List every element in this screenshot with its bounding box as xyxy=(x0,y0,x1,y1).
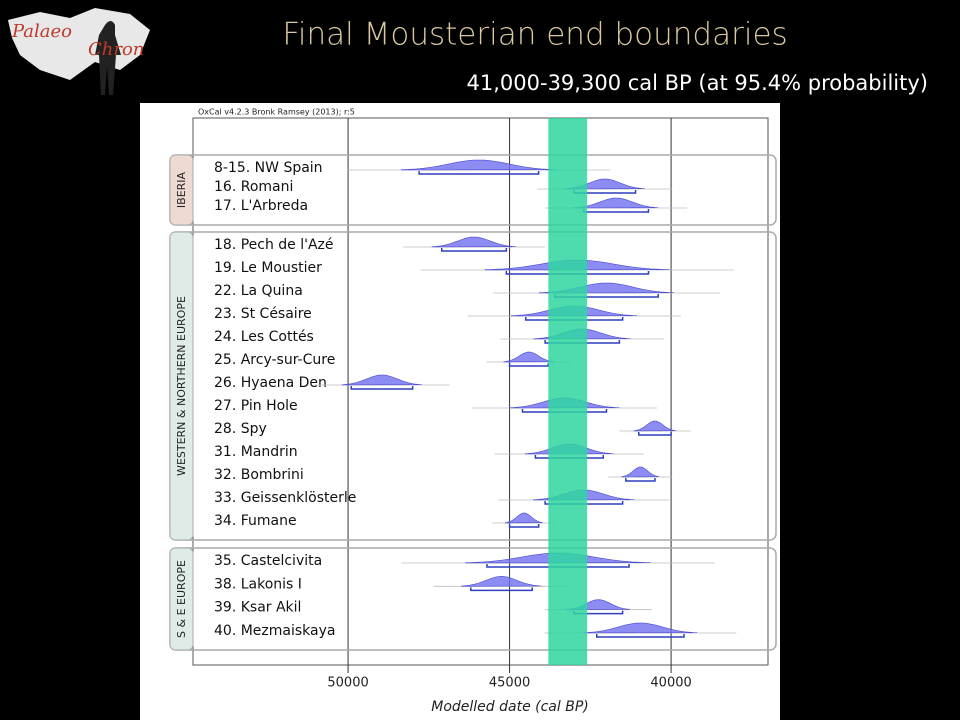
range-bracket xyxy=(638,432,672,436)
category-label: 25. Arcy-sur-Cure xyxy=(214,352,335,368)
group-label-box xyxy=(169,154,194,226)
category-label: 27. Pin Hole xyxy=(214,398,298,414)
group-label: IBERIA xyxy=(175,171,188,208)
logo: Palaeo Chron xyxy=(8,8,150,95)
distribution xyxy=(431,236,517,248)
group-label: WESTERN & NORTHERN EUROPE xyxy=(175,296,188,476)
category-label: 35. Castelcivita xyxy=(214,553,322,569)
distribution xyxy=(583,622,698,634)
range-bracket xyxy=(350,386,414,390)
category-label: 23. St Césaire xyxy=(214,306,312,322)
category-label: 34. Fumane xyxy=(214,513,297,529)
range-bracket xyxy=(625,478,656,482)
group-label-box xyxy=(169,231,194,541)
category-label: 38. Lakonis I xyxy=(214,576,302,592)
logo-text: Chron xyxy=(88,39,144,60)
slide-subtitle: 41,000-39,300 cal BP (at 95.4% probabili… xyxy=(467,71,928,95)
chart-note: OxCal v4.2.3 Bronk Ramsey (2013); r:5 xyxy=(198,108,355,117)
category-label: 28. Spy xyxy=(214,421,267,437)
category-label: 16. Romani xyxy=(214,179,293,195)
highlight-band xyxy=(548,118,588,665)
category-label: 24. Les Cottés xyxy=(214,329,314,345)
category-label: 18. Pech de l'Azé xyxy=(214,237,334,253)
category-label: 33. Geissenklösterle xyxy=(214,490,356,506)
slide-title: Final Mousterian end boundaries xyxy=(282,17,787,53)
distribution xyxy=(503,351,555,363)
category-label: 22. La Quina xyxy=(214,283,303,299)
distribution xyxy=(633,420,676,432)
logo-figure xyxy=(95,21,121,95)
range-bracket xyxy=(508,524,540,528)
chart-panel xyxy=(140,103,780,720)
category-label: 40. Mezmaiskaya xyxy=(214,623,335,639)
x-tick-label: 45000 xyxy=(489,676,530,691)
range-bracket xyxy=(508,363,550,367)
category-label: 39. Ksar Akil xyxy=(214,600,301,616)
category-label: 32. Bombrini xyxy=(214,467,304,483)
x-tick-label: 50000 xyxy=(327,676,368,691)
category-label: 17. L'Arbreda xyxy=(214,198,308,214)
logo-text: Palaeo xyxy=(11,21,72,42)
category-label: 8-15. NW Spain xyxy=(214,160,323,176)
x-tick-label: 40000 xyxy=(650,676,691,691)
distribution xyxy=(400,159,557,171)
category-label: 19. Le Moustier xyxy=(214,260,322,276)
range-bracket xyxy=(470,587,533,592)
group-label: S & E EUROPE xyxy=(175,560,188,638)
distribution xyxy=(504,512,544,524)
category-label: 31. Mandrin xyxy=(214,444,298,460)
category-label: 26. Hyaena Den xyxy=(214,375,327,391)
distribution xyxy=(621,466,660,478)
range-bracket xyxy=(440,248,508,252)
x-axis-label: Modelled date (cal BP) xyxy=(431,699,588,715)
distribution xyxy=(461,575,542,587)
group-label-box xyxy=(169,547,194,651)
range-bracket xyxy=(418,171,540,175)
range-bracket xyxy=(596,634,685,638)
distribution xyxy=(341,374,422,386)
